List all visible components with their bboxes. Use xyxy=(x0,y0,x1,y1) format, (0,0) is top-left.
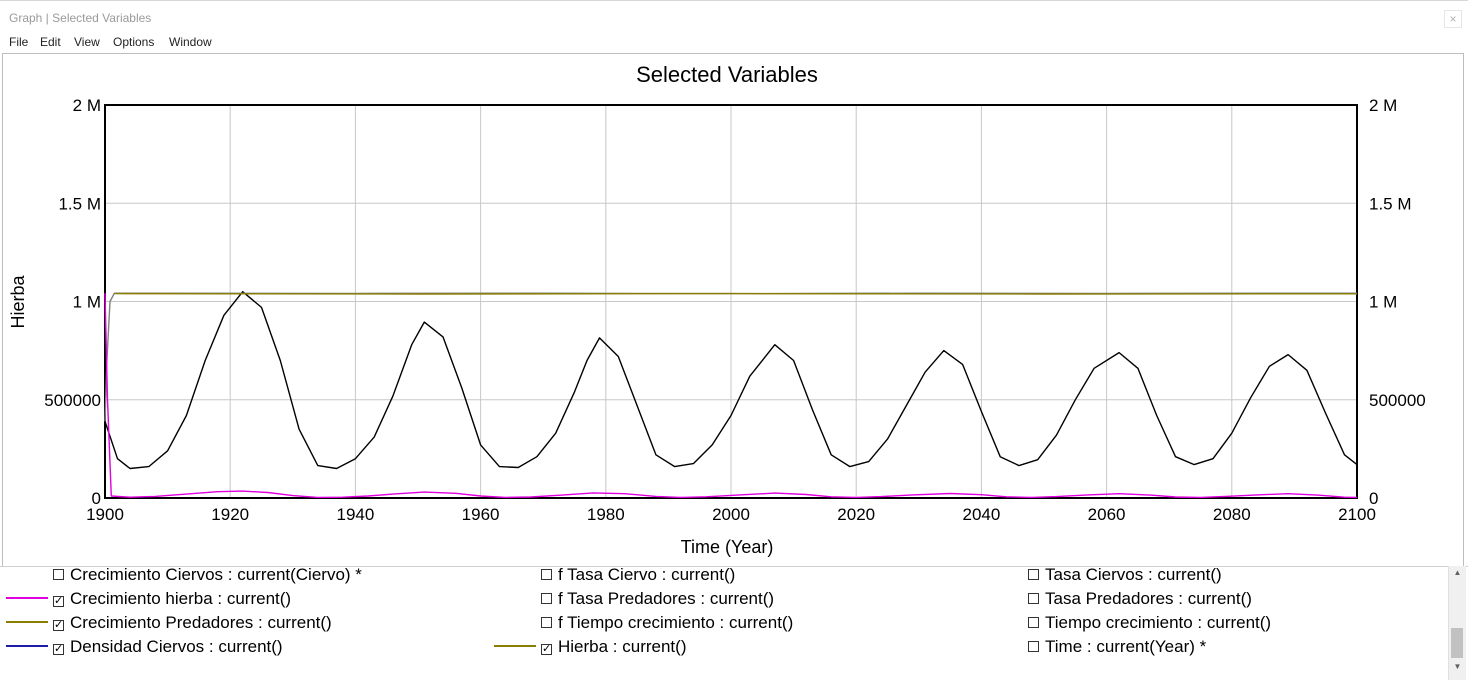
legend-label: Crecimiento Predadores : current() xyxy=(70,613,332,632)
legend-checkbox[interactable] xyxy=(541,593,552,604)
x-tick-label: 1940 xyxy=(336,505,374,524)
x-tick-label: 2080 xyxy=(1213,505,1251,524)
legend-item[interactable]: ✓ Crecimiento Predadores : current() xyxy=(53,613,332,633)
x-tick-label: 2020 xyxy=(837,505,875,524)
y-tick-label-left: 0 xyxy=(92,489,101,508)
scroll-down-icon[interactable]: ▼ xyxy=(1449,660,1466,674)
menu-view[interactable]: View xyxy=(74,35,100,49)
legend-label: Tiempo crecimiento : current() xyxy=(1045,613,1271,632)
menu-bar: File Edit View Options Window xyxy=(0,34,1468,53)
legend-swatch-navy xyxy=(6,645,48,647)
legend-checkbox[interactable] xyxy=(53,569,64,580)
legend-label: f Tasa Ciervo : current() xyxy=(558,566,735,584)
menu-window[interactable]: Window xyxy=(169,35,212,49)
legend-item[interactable]: Tasa Ciervos : current() xyxy=(1028,566,1222,585)
y-tick-label-left: 1 M xyxy=(73,293,101,312)
x-tick-label: 2060 xyxy=(1088,505,1126,524)
legend-checkbox-checked[interactable]: ✓ xyxy=(53,644,64,655)
y-tick-label-right: 0 xyxy=(1369,489,1378,508)
legend-label: Crecimiento Ciervos : current(Ciervo) * xyxy=(70,566,362,584)
y-tick-label-right: 1 M xyxy=(1369,293,1397,312)
legend-label: Tasa Ciervos : current() xyxy=(1045,566,1222,584)
legend-checkbox-checked[interactable]: ✓ xyxy=(53,620,64,631)
legend-item[interactable]: ✓ Densidad Ciervos : current() xyxy=(53,637,283,657)
y-tick-label-right: 500000 xyxy=(1369,391,1426,410)
legend-scrollbar[interactable]: ▲ ▼ xyxy=(1448,566,1466,680)
menu-options[interactable]: Options xyxy=(113,35,154,49)
legend-label: Crecimiento hierba : current() xyxy=(70,589,291,608)
legend-item[interactable]: Crecimiento Ciervos : current(Ciervo) * xyxy=(53,566,362,585)
legend-item[interactable]: ✓ Crecimiento hierba : current() xyxy=(53,589,291,609)
legend-label: f Tasa Predadores : current() xyxy=(558,589,774,608)
legend-checkbox-checked[interactable]: ✓ xyxy=(541,644,552,655)
legend-checkbox[interactable] xyxy=(1028,569,1039,580)
legend-label: Densidad Ciervos : current() xyxy=(70,637,283,656)
legend-label: Tasa Predadores : current() xyxy=(1045,589,1252,608)
menu-file[interactable]: File xyxy=(9,35,28,49)
legend-swatch-olive xyxy=(494,645,536,647)
legend-swatch-olive xyxy=(6,621,48,623)
legend-checkbox[interactable] xyxy=(541,617,552,628)
menu-edit[interactable]: Edit xyxy=(40,35,61,49)
close-button[interactable]: × xyxy=(1444,10,1462,28)
y-tick-label-left: 500000 xyxy=(44,391,101,410)
legend-item[interactable]: ✓ Hierba : current() xyxy=(541,637,686,657)
x-tick-label: 1980 xyxy=(587,505,625,524)
x-tick-label: 2040 xyxy=(962,505,1000,524)
x-axis-label: Time (Year) xyxy=(681,537,774,557)
legend-checkbox[interactable] xyxy=(1028,641,1039,652)
legend-checkbox[interactable] xyxy=(1028,617,1039,628)
legend-label: f Tiempo crecimiento : current() xyxy=(558,613,793,632)
y-tick-label-left: 2 M xyxy=(73,96,101,115)
scroll-thumb[interactable] xyxy=(1451,628,1463,658)
legend-item[interactable]: f Tiempo crecimiento : current() xyxy=(541,613,793,633)
y-axis-label: Hierba xyxy=(8,275,28,329)
legend-item[interactable]: f Tasa Ciervo : current() xyxy=(541,566,735,585)
x-tick-label: 1960 xyxy=(462,505,500,524)
legend-label: Hierba : current() xyxy=(558,637,686,656)
window-title: Graph | Selected Variables xyxy=(9,11,151,25)
legend-checkbox-checked[interactable]: ✓ xyxy=(53,596,64,607)
y-tick-label-right: 1.5 M xyxy=(1369,194,1412,213)
title-bar: Graph | Selected Variables × xyxy=(0,0,1468,35)
legend-checkbox[interactable] xyxy=(541,569,552,580)
legend-item[interactable]: Tiempo crecimiento : current() xyxy=(1028,613,1271,633)
legend-checkbox[interactable] xyxy=(1028,593,1039,604)
legend-panel: Crecimiento Ciervos : current(Ciervo) * … xyxy=(0,566,1468,681)
legend-item[interactable]: Tasa Predadores : current() xyxy=(1028,589,1252,609)
y-tick-label-left: 1.5 M xyxy=(58,194,101,213)
legend-label: Time : current(Year) * xyxy=(1045,637,1206,656)
chart-title: Selected Variables xyxy=(636,62,818,87)
x-tick-label: 2000 xyxy=(712,505,750,524)
scroll-up-icon[interactable]: ▲ xyxy=(1449,566,1466,580)
y-tick-label-right: 2 M xyxy=(1369,96,1397,115)
legend-item[interactable]: f Tasa Predadores : current() xyxy=(541,589,774,609)
legend-swatch-magenta xyxy=(6,597,48,599)
x-tick-label: 1920 xyxy=(211,505,249,524)
legend-item[interactable]: Time : current(Year) * xyxy=(1028,637,1206,657)
